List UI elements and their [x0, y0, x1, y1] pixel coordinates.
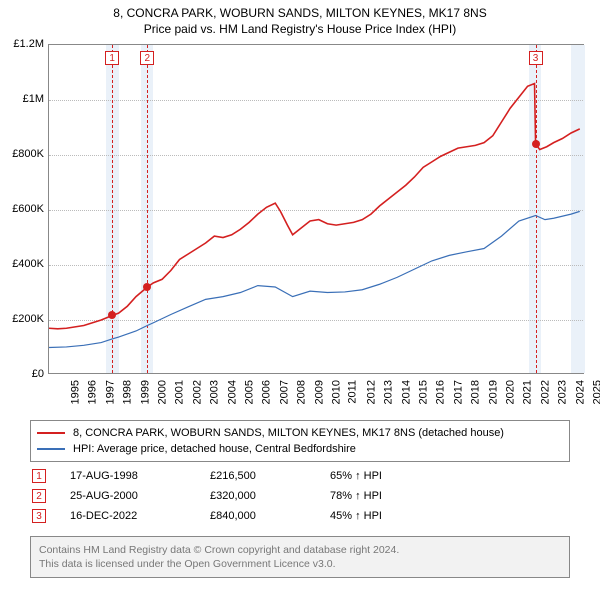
x-axis-label: 2022 [539, 380, 551, 404]
x-axis-label: 1995 [69, 380, 81, 404]
y-axis-label: £600K [4, 203, 44, 215]
x-axis-label: 2000 [156, 380, 168, 404]
event-dot [143, 283, 151, 291]
x-axis-label: 2006 [261, 380, 273, 404]
x-axis-label: 2018 [470, 380, 482, 404]
x-axis-label: 1997 [104, 380, 116, 404]
x-axis-label: 2009 [313, 380, 325, 404]
x-axis-label: 2021 [522, 380, 534, 404]
event-date: 17-AUG-1998 [70, 470, 210, 482]
event-price: £840,000 [210, 510, 330, 522]
event-pct-vs-hpi: 78% ↑ HPI [330, 490, 490, 502]
x-axis-label: 2007 [278, 380, 290, 404]
legend-swatch [37, 432, 65, 434]
event-date: 16-DEC-2022 [70, 510, 210, 522]
event-pct-vs-hpi: 45% ↑ HPI [330, 510, 490, 522]
event-number-box: 3 [32, 509, 46, 523]
x-axis-label: 2015 [418, 380, 430, 404]
event-dot [108, 311, 116, 319]
event-table: 1 17-AUG-1998£216,50065% ↑ HPI 2 25-AUG-200… [30, 466, 570, 526]
y-axis-label: £1M [4, 93, 44, 105]
x-axis-label: 2017 [452, 380, 464, 404]
chart-title: 8, CONCRA PARK, WOBURN SANDS, MILTON KEY… [0, 6, 600, 20]
x-axis-label: 2002 [191, 380, 203, 404]
event-number-box: 2 [32, 489, 46, 503]
event-row: 1 17-AUG-1998£216,50065% ↑ HPI [30, 466, 570, 486]
x-axis-label: 2023 [557, 380, 569, 404]
legend: 8, CONCRA PARK, WOBURN SANDS, MILTON KEY… [30, 420, 570, 462]
x-axis-label: 2010 [331, 380, 343, 404]
x-axis-label: 1996 [87, 380, 99, 404]
legend-row: HPI: Average price, detached house, Cent… [37, 441, 563, 457]
event-row: 3 16-DEC-2022£840,00045% ↑ HPI [30, 506, 570, 526]
footer-line-1: Contains HM Land Registry data © Crown c… [39, 543, 561, 557]
event-number-box: 1 [32, 469, 46, 483]
legend-label: 8, CONCRA PARK, WOBURN SANDS, MILTON KEY… [73, 427, 504, 439]
x-axis-label: 2024 [574, 380, 586, 404]
title-block: 8, CONCRA PARK, WOBURN SANDS, MILTON KEY… [0, 0, 600, 36]
event-row: 2 25-AUG-2000£320,00078% ↑ HPI [30, 486, 570, 506]
x-axis-label: 2019 [487, 380, 499, 404]
event-dot [532, 140, 540, 148]
legend-label: HPI: Average price, detached house, Cent… [73, 443, 356, 455]
event-price: £320,000 [210, 490, 330, 502]
footer-line-2: This data is licensed under the Open Gov… [39, 557, 561, 571]
x-axis-label: 1999 [139, 380, 151, 404]
y-axis-label: £1.2M [4, 38, 44, 50]
series-line-hpi [49, 211, 580, 347]
series-lines [49, 45, 585, 375]
event-price: £216,500 [210, 470, 330, 482]
x-axis-label: 2020 [505, 380, 517, 404]
footer-attribution: Contains HM Land Registry data © Crown c… [30, 536, 570, 578]
y-axis-label: £200K [4, 313, 44, 325]
legend-swatch [37, 448, 65, 450]
event-pct-vs-hpi: 65% ↑ HPI [330, 470, 490, 482]
legend-row: 8, CONCRA PARK, WOBURN SANDS, MILTON KEY… [37, 425, 563, 441]
y-axis-label: £0 [4, 368, 44, 380]
chart-subtitle: Price paid vs. HM Land Registry's House … [0, 22, 600, 36]
y-axis-label: £400K [4, 258, 44, 270]
x-axis-label: 2016 [435, 380, 447, 404]
x-axis-label: 2005 [244, 380, 256, 404]
x-axis-label: 2011 [347, 380, 359, 404]
x-axis-label: 2001 [174, 380, 186, 404]
x-axis-label: 2012 [365, 380, 377, 404]
x-axis-label: 2003 [209, 380, 221, 404]
x-axis-label: 2014 [400, 380, 412, 404]
x-axis-label: 1998 [122, 380, 134, 404]
plot-area: 123 [48, 44, 584, 374]
chart: 123 £0£200K£400K£600K£800K£1M£1.2M 19951… [0, 44, 600, 414]
event-date: 25-AUG-2000 [70, 490, 210, 502]
x-axis-label: 2004 [226, 380, 238, 404]
y-axis-label: £800K [4, 148, 44, 160]
x-axis-label: 2013 [383, 380, 395, 404]
x-axis-label: 2025 [592, 380, 600, 404]
x-axis-label: 2008 [296, 380, 308, 404]
